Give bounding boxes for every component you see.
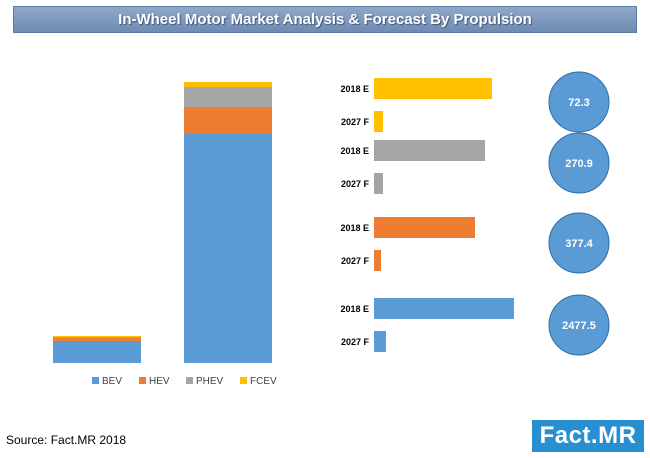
value-circle-label-fcev: 72.3 — [568, 97, 589, 109]
stacked-bar-phev-1 — [53, 337, 141, 338]
value-circle-label-phev: 270.9 — [565, 158, 593, 170]
chart-area: BEV HEV PHEV FCEV 2018 E 2027 F 72.3 2018 E 202… — [53, 71, 610, 387]
value-circle-label-bev: 2477.5 — [562, 320, 596, 332]
chart-title-bar: In-Wheel Motor Market Analysis & Forecas… — [13, 6, 637, 33]
hbar-label-hev-2018: 2018 E — [340, 223, 369, 233]
hbar-hev-2027 — [374, 250, 381, 271]
stacked-bar-bev-1 — [53, 341, 141, 363]
hbar-hev-2018 — [374, 217, 475, 238]
legend-label-fcev: FCEV — [250, 376, 277, 387]
stacked-bar-fcev-2 — [184, 82, 272, 87]
hbar-label-bev-2018: 2018 E — [340, 304, 369, 314]
factmr-logo: Fact.MR — [532, 420, 644, 452]
hbar-label-phev-2018: 2018 E — [340, 146, 369, 156]
stacked-bar-fcev-1 — [53, 336, 141, 337]
hbar-fcev-2027 — [374, 111, 383, 132]
hbar-phev-2027 — [374, 173, 383, 194]
hbar-fcev-2018 — [374, 78, 492, 99]
legend-label-phev: PHEV — [196, 376, 224, 387]
stacked-bar-hev-1 — [53, 338, 141, 341]
horizontal-bar-chart: 2018 E 2027 F 72.3 2018 E 2027 F 270.9 2018 E 2… — [340, 71, 610, 356]
legend-label-bev: BEV — [102, 376, 122, 387]
hbar-label-fcev-2018: 2018 E — [340, 84, 369, 94]
stacked-bar-phev-2 — [184, 87, 272, 107]
legend-swatch-hev — [139, 377, 146, 384]
value-circle-label-hev: 377.4 — [565, 238, 593, 250]
stacked-bar-hev-2 — [184, 107, 272, 134]
legend-swatch-fcev — [240, 377, 247, 384]
hbar-label-hev-2027: 2027 F — [341, 256, 370, 266]
source-note: Source: Fact.MR 2018 — [6, 433, 127, 447]
hbar-label-fcev-2027: 2027 F — [341, 117, 370, 127]
value-circle-phev — [548, 132, 610, 194]
hbar-label-phev-2027: 2027 F — [341, 179, 370, 189]
chart-title: In-Wheel Motor Market Analysis & Forecas… — [118, 11, 532, 28]
legend-label-hev: HEV — [149, 376, 170, 387]
legend-swatch-bev — [92, 377, 99, 384]
legend: BEV HEV PHEV FCEV — [92, 376, 277, 387]
hbar-bev-2027 — [374, 331, 386, 352]
value-circle-bev — [548, 294, 610, 356]
logo-text: Fact.MR — [539, 422, 637, 449]
value-circle-hev — [548, 212, 610, 274]
hbar-label-bev-2027: 2027 F — [341, 337, 370, 347]
value-circle-fcev — [548, 71, 610, 133]
stacked-bar-bev-2 — [184, 134, 272, 363]
stacked-bar-chart — [53, 82, 272, 363]
hbar-phev-2018 — [374, 140, 485, 161]
hbar-bev-2018 — [374, 298, 514, 319]
legend-swatch-phev — [186, 377, 193, 384]
